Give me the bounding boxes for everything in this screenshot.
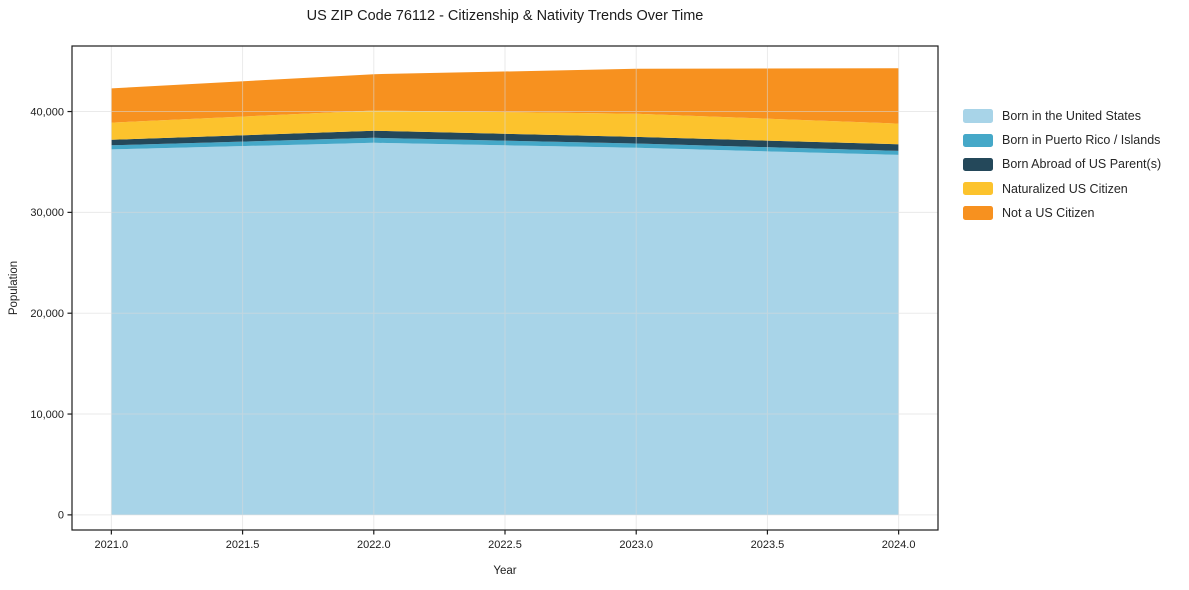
legend-label-3: Born Abroad of US Parent(s) (1002, 157, 1162, 172)
legend-label-5: Not a US Citizen (1002, 205, 1095, 220)
x-tick-label: 2022.0 (357, 539, 391, 551)
chart-title: US ZIP Code 76112 - Citizenship & Nativi… (306, 8, 704, 24)
area-series-2 (111, 137, 899, 155)
legend-item-1: Born in the United States (963, 104, 1161, 128)
legend-label-4: Naturalized US Citizen (1002, 181, 1128, 196)
legend-swatch-2 (963, 133, 993, 148)
x-tick-label: 2021.5 (226, 539, 260, 551)
area-series-3 (111, 130, 899, 151)
y-axis-label: Population (8, 260, 20, 316)
y-tick-label: 20,000 (30, 308, 64, 320)
x-tick-label: 2022.5 (488, 539, 522, 551)
legend-item-5: Not a US Citizen (963, 201, 1161, 225)
x-tick-label: 2021.0 (95, 539, 129, 551)
y-tick-label: 40,000 (30, 106, 64, 118)
legend-swatch-4 (963, 181, 993, 196)
x-axis-label: Year (493, 565, 517, 577)
legend-swatch-3 (963, 157, 993, 172)
legend-item-2: Born in Puerto Rico / Islands (963, 128, 1161, 152)
legend-label-2: Born in Puerto Rico / Islands (1002, 133, 1161, 148)
y-tick-label: 0 (58, 510, 64, 522)
y-tick-label: 10,000 (30, 409, 64, 421)
legend-swatch-5 (963, 206, 993, 220)
y-tick-label: 30,000 (30, 207, 64, 219)
legend-item-3: Born Abroad of US Parent(s) (963, 152, 1161, 176)
legend-item-4: Naturalized US Citizen (963, 177, 1161, 201)
x-tick-label: 2024.0 (882, 539, 916, 551)
x-tick-label: 2023.0 (619, 539, 653, 551)
y-axis: 0 10,000 20,000 30,000 40,000 (30, 106, 72, 522)
x-axis: 2021.0 2021.5 2022.0 2022.5 2023.0 2023.5 2024… (95, 530, 916, 551)
legend: Born in the United States Born in Puerto … (963, 104, 1161, 225)
legend-swatch-1 (963, 109, 993, 123)
legend-label-1: Born in the United States (1002, 109, 1141, 124)
x-tick-label: 2023.5 (751, 539, 785, 551)
grid-lines (72, 46, 938, 530)
